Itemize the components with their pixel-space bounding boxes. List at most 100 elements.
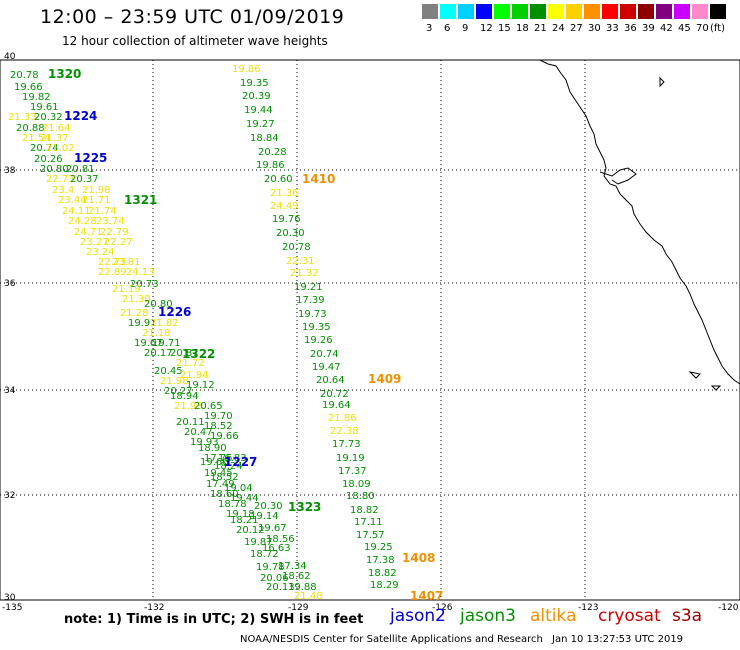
scale-swatch xyxy=(674,4,690,19)
wave-height-value: 19.86 xyxy=(232,64,261,75)
scale-label: 39 xyxy=(642,23,655,34)
sf-bay-outline xyxy=(599,167,637,185)
wave-height-value: 19.18 xyxy=(226,509,255,520)
wave-height-value: 19.70 xyxy=(204,411,233,422)
pass-number-label: 1408 xyxy=(402,551,435,565)
map-subtitle: 12 hour collection of altimeter wave hei… xyxy=(62,34,328,48)
scale-swatch xyxy=(620,4,636,19)
wave-height-value: 19.44 xyxy=(230,493,259,504)
scale-swatch xyxy=(638,4,654,19)
wave-height-value: 16.83 xyxy=(218,453,247,464)
lat-tick-label: 34 xyxy=(4,386,16,396)
wave-height-value: 19.25 xyxy=(364,542,393,553)
axis-labels: -135 -132 -129 -126 -123 -120 40 38 36 34 32 30 xyxy=(2,52,739,613)
wave-height-value: 20.74 xyxy=(310,349,339,360)
wave-height-value: 20.47 xyxy=(184,427,213,438)
wave-height-value: 17.37 xyxy=(338,466,367,477)
wave-height-value: 20.06 xyxy=(260,573,289,584)
wave-height-value: 19.82 xyxy=(22,92,51,103)
wave-height-value: 22.89 xyxy=(98,267,127,278)
wave-height-value: 23.74 xyxy=(96,216,125,227)
scale-label: 3 xyxy=(426,23,433,34)
wave-height-value: 24.49 xyxy=(270,201,299,212)
wave-height-value: 19.26 xyxy=(304,335,333,346)
wave-height-value: 18.78 xyxy=(218,499,247,510)
lat-tick-label: 40 xyxy=(4,52,16,62)
wave-height-value: 20.65 xyxy=(194,401,223,412)
wave-height-value: 21.72 xyxy=(176,358,205,369)
scale-swatch xyxy=(566,4,582,19)
generation-timestamp: Jan 10 13:27:53 UTC 2019 xyxy=(552,634,684,645)
wave-height-value: 19.86 xyxy=(256,160,285,171)
wave-height-value: 24.28 xyxy=(68,216,97,227)
wave-height-value: 20.11 xyxy=(176,417,205,428)
lat-lon-grid xyxy=(0,60,740,600)
wave-height-value: 17.75 xyxy=(204,453,233,464)
california-coastline xyxy=(539,59,740,385)
wave-height-value: 19.73 xyxy=(298,309,327,320)
scale-swatch xyxy=(656,4,672,19)
wave-height-value: 19.88 xyxy=(288,582,317,593)
wave-height-value: 17.57 xyxy=(356,530,385,541)
wave-height-value: 17.11 xyxy=(354,517,383,528)
wave-height-value: 19.66 xyxy=(210,431,239,442)
scale-swatch xyxy=(530,4,546,19)
wave-height-value: 18.56 xyxy=(266,534,295,545)
wave-height-value: 19.67 xyxy=(258,523,287,534)
scale-label: 9 xyxy=(462,23,469,34)
pass-number-label: 1323 xyxy=(288,500,321,514)
lat-tick-label: 38 xyxy=(4,166,16,176)
wave-height-value: 20.17 xyxy=(144,348,173,359)
wave-height-value: 17.73 xyxy=(332,439,361,450)
wave-height-value: 19.44 xyxy=(244,105,273,116)
wave-height-value: 19.66 xyxy=(200,457,229,468)
wave-height-value: 24.11 xyxy=(62,206,91,217)
wave-height-value: 18.24 xyxy=(214,461,243,472)
wave-height-value: 20.78 xyxy=(10,70,39,81)
wave-height-value: 19.35 xyxy=(302,322,331,333)
credit-line: NOAA/NESDIS Center for Satellite Applica… xyxy=(240,634,543,645)
pass-number-label: 1322 xyxy=(182,347,215,361)
wave-height-points: 20.7819.6619.8219.6121.3320.3220.8821.64… xyxy=(8,64,399,602)
scale-label: 70 xyxy=(696,23,709,34)
scale-swatch xyxy=(512,4,528,19)
wave-height-value: 18.72 xyxy=(250,549,279,560)
lon-tick-label: -135 xyxy=(2,603,22,613)
wave-height-value: 18.62 xyxy=(282,571,311,582)
wave-height-value: 22.73 xyxy=(98,257,127,268)
wave-height-value: 19.87 xyxy=(244,537,273,548)
wave-height-value: 21.86 xyxy=(328,413,357,424)
scale-label: 15 xyxy=(498,23,511,34)
lat-tick-label: 32 xyxy=(4,491,15,501)
wave-height-value: 19.21 xyxy=(294,282,323,293)
lon-tick-label: -120 xyxy=(718,603,739,613)
wave-height-value: 23.24 xyxy=(86,247,115,258)
pass-number-label: 1225 xyxy=(74,151,107,165)
wave-height-value: 20.30 xyxy=(276,228,305,239)
scale-label: 6 xyxy=(444,23,451,34)
scale-label: 45 xyxy=(678,23,691,34)
wave-height-value: 18.52 xyxy=(204,421,233,432)
wave-height-value: 18.60 xyxy=(210,489,239,500)
scale-swatch xyxy=(458,4,474,19)
wave-height-value: 21.98 xyxy=(82,185,111,196)
wave-height-value: 18.82 xyxy=(368,568,397,579)
scale-swatch xyxy=(494,4,510,19)
pass-number-label: 1226 xyxy=(158,305,191,319)
scale-swatch xyxy=(692,4,708,19)
wave-height-value: 18.52 xyxy=(210,472,239,483)
wave-height-value: 22.79 xyxy=(100,227,129,238)
scale-label: 18 xyxy=(516,23,529,34)
wave-height-value: 20.60 xyxy=(264,174,293,185)
satellite-legend-item: cryosat xyxy=(598,606,661,626)
wave-height-value: 19.19 xyxy=(336,453,365,464)
wave-height-value: 21.93 xyxy=(174,401,203,412)
wave-height-value: 21.48 xyxy=(294,591,323,602)
wave-height-value: 24.71 xyxy=(74,227,103,238)
wave-height-value: 19.45 xyxy=(204,468,233,479)
wave-height-value: 22.27 xyxy=(104,237,133,248)
wave-height-value: 18.09 xyxy=(342,479,371,490)
satellite-legend-item: jason3 xyxy=(460,606,516,626)
pass-number-label: 1321 xyxy=(124,193,157,207)
pass-number-label: 1409 xyxy=(368,372,401,386)
